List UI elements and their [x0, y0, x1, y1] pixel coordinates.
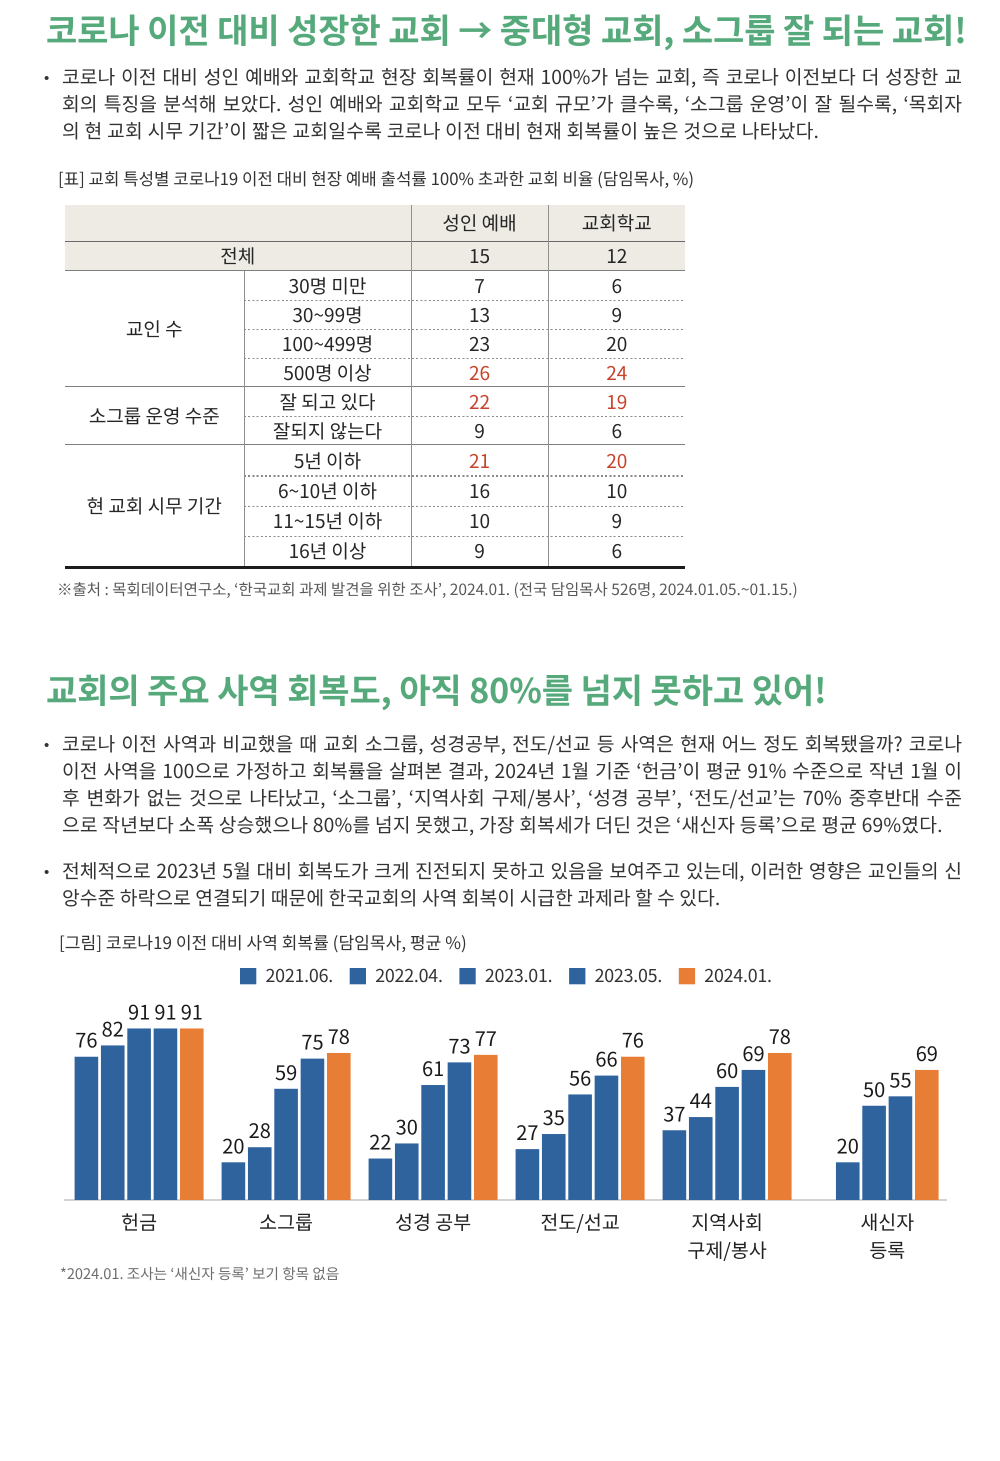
svg-text:소그룹: 소그룹	[259, 1207, 313, 1236]
svg-text:등록: 등록	[869, 1235, 905, 1264]
svg-text:69: 69	[742, 1038, 764, 1067]
svg-text:73: 73	[448, 1030, 470, 1059]
svg-text:성경 공부: 성경 공부	[395, 1207, 471, 1236]
svg-text:91: 91	[154, 996, 176, 1025]
svg-text:새신자: 새신자	[860, 1207, 914, 1236]
svg-text:76: 76	[622, 1025, 644, 1054]
svg-text:77: 77	[475, 1023, 497, 1052]
svg-text:2023.05.: 2023.05.	[595, 962, 663, 988]
svg-text:20: 20	[837, 1130, 859, 1159]
svg-text:66: 66	[595, 1044, 617, 1073]
svg-text:44: 44	[690, 1085, 712, 1114]
svg-text:20: 20	[222, 1130, 244, 1159]
svg-text:76: 76	[75, 1025, 97, 1054]
svg-text:59: 59	[275, 1057, 297, 1086]
svg-text:56: 56	[569, 1062, 591, 1091]
svg-text:82: 82	[102, 1013, 124, 1042]
svg-text:55: 55	[889, 1064, 911, 1093]
svg-text:지역사회: 지역사회	[691, 1207, 763, 1236]
svg-text:28: 28	[249, 1115, 271, 1144]
svg-text:61: 61	[422, 1053, 444, 1082]
svg-text:91: 91	[128, 996, 150, 1025]
svg-text:75: 75	[301, 1027, 323, 1056]
svg-text:*2024.01. 조사는 ‘새신자 등록’ 보기 항목 없: *2024.01. 조사는 ‘새신자 등록’ 보기 항목 없음	[60, 1263, 339, 1284]
svg-text:2024.01.: 2024.01.	[704, 962, 772, 988]
svg-text:2023.01.: 2023.01.	[485, 962, 553, 988]
svg-text:2021.06.: 2021.06.	[266, 962, 334, 988]
svg-text:78: 78	[769, 1021, 791, 1050]
svg-text:78: 78	[328, 1021, 350, 1050]
svg-text:헌금: 헌금	[121, 1207, 157, 1236]
svg-text:27: 27	[516, 1117, 538, 1146]
svg-text:60: 60	[716, 1055, 738, 1084]
svg-text:50: 50	[863, 1074, 885, 1103]
svg-text:전도/선교: 전도/선교	[540, 1207, 619, 1236]
svg-text:30: 30	[396, 1111, 418, 1140]
svg-text:91: 91	[181, 996, 203, 1025]
svg-text:35: 35	[543, 1102, 565, 1131]
svg-text:69: 69	[916, 1038, 938, 1067]
svg-text:37: 37	[663, 1098, 685, 1127]
svg-text:2022.04.: 2022.04.	[375, 962, 443, 988]
svg-text:구제/봉사: 구제/봉사	[687, 1235, 766, 1264]
svg-text:22: 22	[369, 1127, 391, 1156]
